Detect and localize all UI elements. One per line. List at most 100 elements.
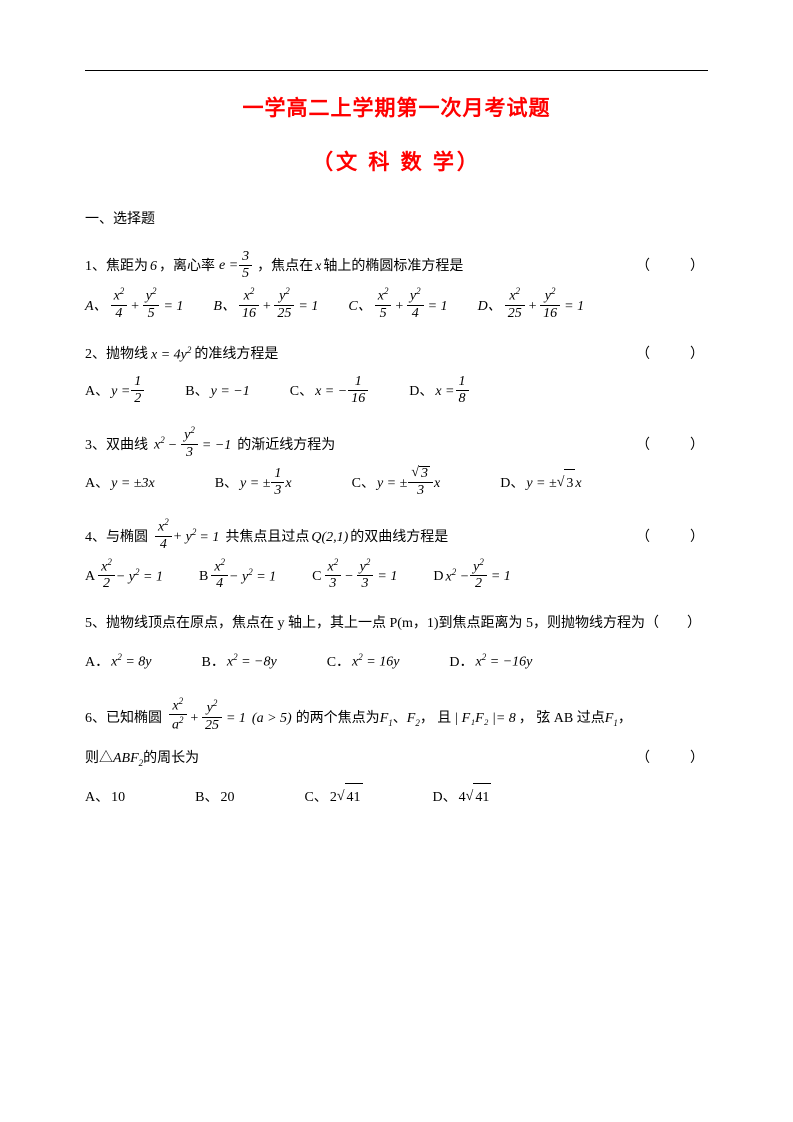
q1-e-den: 5 — [239, 266, 252, 281]
q2-option-a: A、 y = 12 — [85, 375, 145, 406]
q4-b-label: B — [199, 563, 208, 591]
q1-a-d2: 5 — [143, 306, 160, 321]
q1-a-d1: 4 — [111, 306, 128, 321]
q2-text-2: 的准线方程是 — [194, 341, 278, 369]
q6-cond: (a > 5) — [252, 705, 292, 733]
q4-c-d1: 3 — [325, 576, 342, 591]
q2-d-num: 1 — [456, 375, 469, 391]
q3-c-x: x — [434, 470, 440, 498]
q6-a-v: 10 — [111, 784, 125, 812]
q2-option-c: C、 x = − 116 — [290, 375, 369, 406]
q3-b-x: x — [285, 470, 291, 498]
q1-c-d1: 5 — [375, 306, 392, 321]
q5-option-b: B． x2 = −8y — [202, 648, 277, 677]
q6-text-2: 的两个焦点为 — [296, 705, 380, 733]
q6-c-label: C、 — [304, 784, 327, 812]
q3-option-c: C、 y = ± √3 3 x — [352, 466, 441, 498]
q6-d1: a — [172, 718, 179, 733]
q5-stem: 5、抛物线顶点在原点，焦点在 y 轴上，其上一点 P(m，1)到焦点距离为 5，… — [85, 611, 708, 638]
q2-a-den: 2 — [131, 391, 144, 406]
q6-text-5: ， 弦 AB 过点 — [519, 705, 605, 733]
q1-text-2: ，离心率 — [159, 253, 215, 281]
q3-d-rad: 3 — [564, 469, 575, 498]
q5-d-label: D． — [449, 649, 473, 677]
q2-option-d: D、 x = 18 — [409, 375, 469, 406]
q2-a-num: 1 — [131, 375, 144, 391]
q6-line2a: 则△ — [85, 745, 113, 773]
q6-c-pre: 2 — [330, 784, 337, 812]
q1-b-d2: 25 — [274, 306, 294, 321]
q6-a-label: A、 — [85, 784, 109, 812]
q3-option-d: D、 y = ± √3 x — [500, 469, 581, 498]
q2-b-eq: y = −1 — [211, 378, 250, 406]
q5-option-d: D． x2 = −16y — [449, 648, 532, 677]
question-5: 5、抛物线顶点在原点，焦点在 y 轴上，其上一点 P(m，1)到焦点距离为 5，… — [85, 611, 708, 676]
q6-abs: | F₁F₂ |= 8 — [454, 705, 515, 733]
q1-text-3: ，焦点在 — [257, 253, 313, 281]
q6-text-3: 、 — [393, 705, 407, 733]
q1-c-label: C、 — [348, 293, 371, 321]
q2-paren: （ ） — [636, 341, 708, 369]
q3-b-label: B、 — [215, 470, 238, 498]
q3-b-num: 1 — [271, 467, 284, 483]
q5-c-rhs: = 16y — [366, 655, 399, 670]
q3-d-x: x — [575, 470, 581, 498]
q5-d-rhs: = −16y — [490, 655, 533, 670]
q4-a-label: A — [85, 563, 95, 591]
q2-d-lhs: x = — [435, 378, 454, 406]
q2-c-lhs: x = − — [315, 378, 347, 406]
q6-option-c: C、 2 √41 — [304, 783, 362, 812]
q4-text-1: 4、与椭圆 — [85, 524, 148, 552]
q1-c-d2: 4 — [407, 306, 424, 321]
q6-text-1: 6、已知椭圆 — [85, 705, 162, 733]
q1-a-eq: = 1 — [163, 293, 183, 321]
q6-f1: F — [380, 711, 389, 726]
q6-option-b: B、 20 — [195, 784, 234, 812]
q2-text-1: 2、抛物线 — [85, 341, 148, 369]
q1-option-b: B、 x216 + y225 = 1 — [213, 287, 318, 321]
q1-c-eq: = 1 — [428, 293, 448, 321]
q3-b-lhs: y = ± — [240, 470, 270, 498]
q4-c-d2: 3 — [357, 576, 374, 591]
q6-paren: （ ） — [636, 745, 708, 773]
q3-text-1: 3、双曲线 — [85, 432, 148, 460]
exam-page: 一学高二上学期第一次月考试题 （文 科 数 学） 一、选择题 1、焦距为 6 ，… — [0, 0, 793, 1122]
q1-x: x — [315, 253, 321, 281]
title-line-1: 一学高二上学期第一次月考试题 — [85, 92, 708, 122]
q1-option-a: A、 x24 + y25 = 1 — [85, 287, 183, 321]
q5-c-label: C． — [327, 649, 350, 677]
q3-c-lhs: y = ± — [377, 470, 407, 498]
q4-eq1: = 1 — [199, 524, 219, 552]
q6-c-rad: 41 — [345, 783, 363, 812]
q3-d-label: D、 — [500, 470, 524, 498]
q1-d-label: D、 — [478, 293, 502, 321]
q3-b-den: 3 — [271, 483, 284, 498]
q6-d2: 25 — [202, 718, 222, 733]
q3-option-b: B、 y = ± 13 x — [215, 467, 292, 498]
q6-b-v: 20 — [220, 784, 234, 812]
question-4: 4、与椭圆 x24 + y2 = 1 共焦点且过点 Q(2,1) 的双曲线方程是… — [85, 518, 708, 591]
q2-d-label: D、 — [409, 378, 433, 406]
q4-d-label: D — [433, 563, 443, 591]
q3-a-label: A、 — [85, 470, 109, 498]
q1-text-4: 轴上的椭圆标准方程是 — [323, 253, 463, 281]
q1-d-d2: 16 — [540, 306, 560, 321]
q3-c-rad: 3 — [419, 466, 430, 481]
q2-option-b: B、 y = −1 — [185, 378, 249, 406]
q1-option-d: D、 x225 + y216 = 1 — [478, 287, 585, 321]
header-rule — [85, 70, 708, 71]
q6-text-6: ， — [618, 705, 632, 733]
q1-e-eq: e = — [219, 252, 238, 280]
q3-c-label: C、 — [352, 470, 375, 498]
q1-a-label: A、 — [85, 293, 108, 321]
q4-c-label: C — [312, 563, 321, 591]
q1-b-eq: = 1 — [298, 293, 318, 321]
q1-option-c: C、 x25 + y24 = 1 — [348, 287, 447, 321]
q6-text-4: ， 且 — [420, 705, 452, 733]
q3-c-den: 3 — [408, 483, 433, 498]
q2-eq: x = 4y — [151, 347, 187, 362]
q2-a-label: A、 — [85, 378, 109, 406]
q3-a-eq: y = ±3x — [111, 470, 155, 498]
q5-b-rhs: = −8y — [241, 655, 277, 670]
q2-c-num: 1 — [348, 375, 368, 391]
